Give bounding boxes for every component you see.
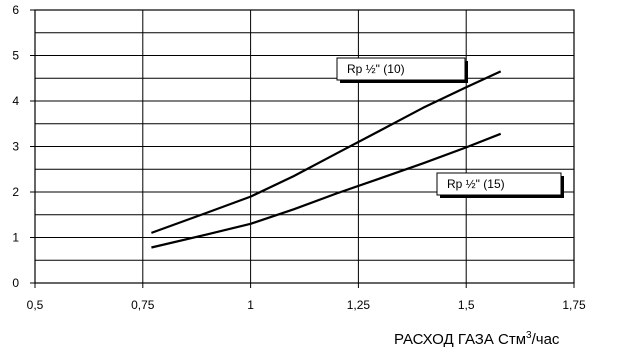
x-tick-label: 1,5 xyxy=(458,298,475,312)
series-labels: Rp ½" (10) Rp ½" (15) xyxy=(336,57,564,198)
y-tick-label: 4 xyxy=(12,94,19,108)
x-tick-label: 0,75 xyxy=(131,298,155,312)
x-tick-label: 1,25 xyxy=(347,298,371,312)
x-axis-title: РАСХОД ГАЗА Стм3/час xyxy=(394,330,559,348)
series-label-text: Rp ½" (10) xyxy=(347,62,405,76)
label-box xyxy=(436,172,562,196)
y-tick-label: 3 xyxy=(12,140,19,154)
series-label-text: Rp ½" (15) xyxy=(447,177,505,191)
x-tick-label: 1 xyxy=(247,298,254,312)
label-box xyxy=(336,57,466,81)
y-tick-label: 2 xyxy=(12,185,19,199)
series-line-1 xyxy=(151,70,502,234)
y-axis-ticks: 0 1 2 3 4 5 6 xyxy=(12,3,19,290)
series-lines xyxy=(151,70,502,249)
y-tick-label: 1 xyxy=(12,231,19,245)
y-tick-label: 5 xyxy=(12,49,19,63)
series-label-box-1: Rp ½" (10) xyxy=(336,57,468,83)
grid xyxy=(34,9,575,284)
x-tick-label: 0,5 xyxy=(27,298,44,312)
x-axis-ticks: 0,5 0,75 1 1,25 1,5 1,75 xyxy=(27,298,586,312)
x-axis-title-superscript: 3 xyxy=(526,330,532,341)
axes xyxy=(30,9,575,288)
x-axis-title-text: РАСХОД ГАЗА Стм xyxy=(394,331,527,348)
series-line-2 xyxy=(151,132,502,249)
y-tick-label: 0 xyxy=(12,276,19,290)
x-axis-title-unit: /час xyxy=(531,331,560,348)
series-label-box-2: Rp ½" (15) xyxy=(436,172,564,198)
x-tick-label: 1,75 xyxy=(562,298,586,312)
y-tick-label: 6 xyxy=(12,3,19,17)
